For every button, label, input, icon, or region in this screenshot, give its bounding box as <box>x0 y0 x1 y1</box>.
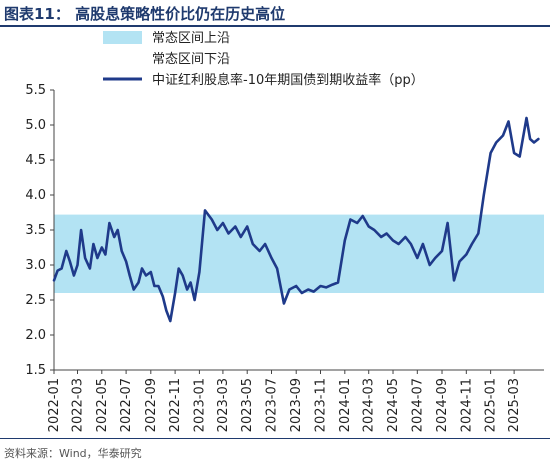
x-tick-label: 2024-03 <box>362 378 377 432</box>
x-tick-label: 2023-05 <box>240 378 255 432</box>
normal-range-band <box>54 214 544 293</box>
x-tick-label: 2022-09 <box>144 378 159 432</box>
x-tick-label: 2024-11 <box>459 378 474 432</box>
x-tick-label: 2023-09 <box>289 378 304 432</box>
y-tick-label: 1.5 <box>25 363 46 378</box>
x-tick-label: 2023-07 <box>265 378 280 432</box>
y-tick-label: 2.0 <box>25 328 46 343</box>
legend-label-series: 中证红利股息率-10年期国债到期收益率（pp） <box>152 72 424 88</box>
y-tick-label: 5.0 <box>25 118 46 133</box>
y-tick-label: 4.0 <box>25 188 46 203</box>
x-tick-label: 2024-05 <box>386 378 401 432</box>
x-tick-label: 2024-09 <box>435 378 450 432</box>
x-tick-label: 2022-01 <box>47 378 62 432</box>
x-tick-label: 2023-11 <box>314 378 329 432</box>
figure-title: 图表11： 高股息策略性价比仍在历史高位 <box>4 5 286 23</box>
legend-label-upper: 常态区间上沿 <box>152 31 230 46</box>
source-note: 资料来源：Wind，华泰研究 <box>4 447 142 460</box>
x-tick-label: 2022-07 <box>119 378 134 432</box>
x-tick-label: 2024-01 <box>338 378 353 432</box>
legend-label-lower: 常态区间下沿 <box>152 52 230 67</box>
series-line-dividend-spread <box>52 116 540 323</box>
y-tick-label: 2.5 <box>25 293 46 308</box>
x-tick-label: 2024-07 <box>410 378 425 432</box>
x-tick-label: 2025-03 <box>507 378 522 432</box>
y-tick-label: 3.0 <box>25 258 46 273</box>
x-tick-label: 2022-03 <box>71 378 86 432</box>
legend-swatch-band <box>103 31 142 44</box>
y-tick-label: 3.5 <box>25 223 46 238</box>
x-tick-label: 2025-01 <box>484 378 499 432</box>
title-rule <box>0 25 550 27</box>
x-tick-label: 2022-05 <box>95 378 110 432</box>
x-tick-label: 2022-11 <box>168 378 183 432</box>
x-tick-label: 2023-01 <box>192 378 207 432</box>
y-tick-label: 4.5 <box>25 153 46 168</box>
x-tick-label: 2023-03 <box>216 378 231 432</box>
y-tick-label: 5.5 <box>25 83 46 98</box>
bottom-rule <box>0 438 550 439</box>
